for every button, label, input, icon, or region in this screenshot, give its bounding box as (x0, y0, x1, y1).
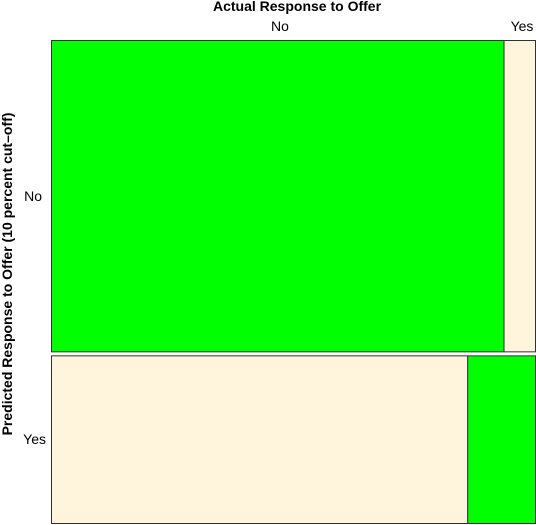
y-tick-label-no: No (24, 188, 42, 204)
x-tick-label-no: No (271, 18, 289, 34)
mosaic-tiles (51, 40, 536, 524)
tile-predicted-no-actual-yes (503, 40, 536, 353)
y-tick-label-yes: Yes (23, 431, 46, 447)
x-tick-label-yes: Yes (511, 18, 534, 34)
tile-predicted-yes-actual-no (51, 355, 469, 524)
tile-predicted-yes-actual-yes (467, 355, 536, 524)
x-axis-title: Actual Response to Offer (213, 0, 382, 14)
y-axis-title: Predicted Response to Offer (10 percent … (0, 113, 15, 436)
tile-predicted-no-actual-no (51, 40, 505, 353)
